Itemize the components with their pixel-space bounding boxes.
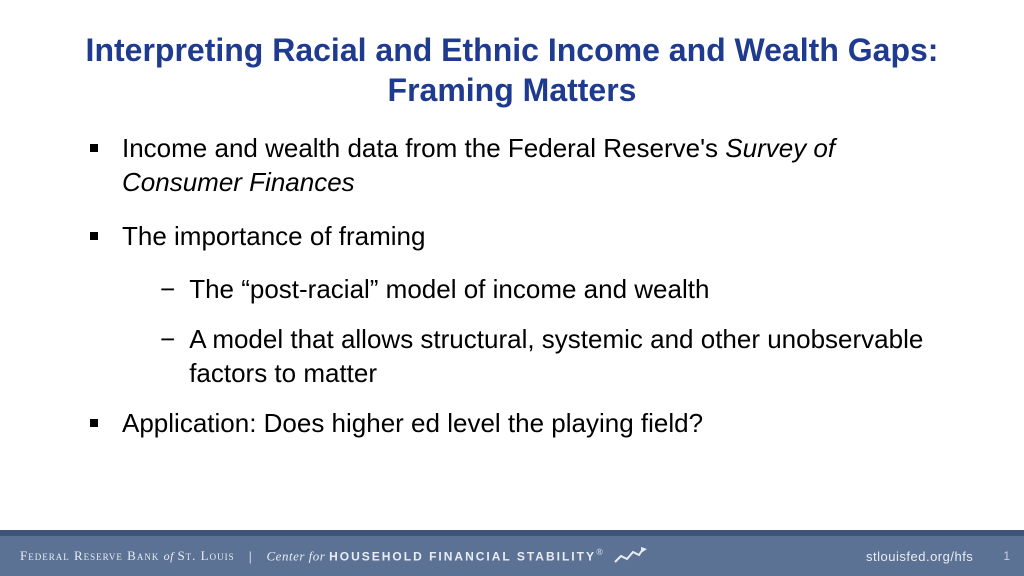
bullet-1-pre: Income and wealth data from the Federal … bbox=[122, 133, 725, 163]
bullet-list: Income and wealth data from the Federal … bbox=[70, 132, 954, 441]
slide-footer: Federal Reserve Bank of St. Louis | Cent… bbox=[0, 536, 1024, 576]
square-bullet-icon bbox=[90, 144, 98, 152]
footer-left: Federal Reserve Bank of St. Louis | Cent… bbox=[0, 536, 846, 576]
sub-bullet-item-1: − The “post-racial” model of income and … bbox=[70, 273, 954, 307]
bank-name-pre: Federal Reserve Bank bbox=[20, 548, 164, 563]
square-bullet-icon bbox=[90, 419, 98, 427]
page-number: 1 bbox=[1003, 549, 1010, 563]
bullet-text: The importance of framing bbox=[122, 220, 954, 254]
center-pre: Center for bbox=[267, 549, 330, 564]
bullet-text: Income and wealth data from the Federal … bbox=[122, 132, 954, 200]
bullet-text: Application: Does higher ed level the pl… bbox=[122, 407, 954, 441]
divider-icon: | bbox=[249, 549, 253, 564]
center-main: HOUSEHOLD FINANCIAL STABILITY bbox=[329, 550, 596, 564]
sub-bullet-item-2: − A model that allows structural, system… bbox=[70, 323, 954, 391]
registered-icon: ® bbox=[596, 547, 603, 557]
bullet-item-2: The importance of framing bbox=[70, 220, 954, 254]
chart-line-icon bbox=[613, 546, 647, 566]
footer-right: stlouisfed.org/hfs 1 bbox=[846, 536, 1024, 576]
bullet-item-3: Application: Does higher ed level the pl… bbox=[70, 407, 954, 441]
bank-name: Federal Reserve Bank of St. Louis bbox=[20, 548, 235, 564]
slide-title: Interpreting Racial and Ethnic Income an… bbox=[70, 30, 954, 110]
bank-city: St. Louis bbox=[177, 548, 234, 563]
square-bullet-icon bbox=[90, 232, 98, 240]
sub-bullet-text: The “post-racial” model of income and we… bbox=[189, 273, 954, 307]
sub-bullet-text: A model that allows structural, systemic… bbox=[189, 323, 954, 391]
slide-body: Interpreting Racial and Ethnic Income an… bbox=[0, 0, 1024, 576]
dash-bullet-icon: − bbox=[160, 323, 175, 391]
center-name: Center for HOUSEHOLD FINANCIAL STABILITY… bbox=[267, 547, 604, 564]
footer-url: stlouisfed.org/hfs bbox=[866, 549, 973, 564]
dash-bullet-icon: − bbox=[160, 273, 175, 307]
bank-of: of bbox=[164, 549, 178, 563]
bullet-item-1: Income and wealth data from the Federal … bbox=[70, 132, 954, 200]
